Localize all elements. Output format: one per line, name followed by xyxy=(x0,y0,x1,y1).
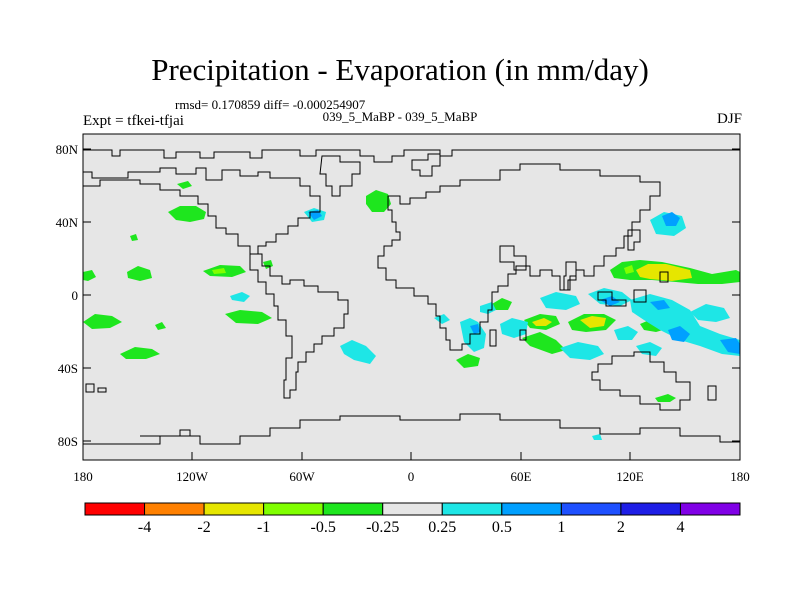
colorbar-swatch xyxy=(441,502,503,516)
experiment-label: Expt = tfkei-tfjai xyxy=(83,113,184,129)
colorbar-label: -0.25 xyxy=(366,519,399,536)
colorbar-swatch xyxy=(203,502,265,516)
colorbar-swatch xyxy=(560,502,622,516)
map-title: Precipitation - Evaporation (in mm/day) xyxy=(151,52,649,87)
colorbar-swatch xyxy=(263,502,324,516)
y-tick-label: 80N xyxy=(56,142,79,157)
y-tick-label: 0 xyxy=(72,288,79,303)
colorbar-label: 1 xyxy=(557,519,565,536)
season-label: DJF xyxy=(716,111,742,127)
y-tick-label: 40S xyxy=(58,361,78,376)
x-tick-label: 120E xyxy=(616,469,644,484)
x-tick-label: 120W xyxy=(176,469,209,484)
colorbar-label: -1 xyxy=(257,519,270,536)
axis-ticks xyxy=(83,148,740,460)
colorbar-swatch xyxy=(322,502,384,516)
x-tick-label: 180 xyxy=(73,469,93,484)
x-tick-label: 180 xyxy=(730,469,750,484)
colorbar xyxy=(84,502,741,516)
colorbar-swatch xyxy=(144,502,205,516)
light-negative-patches xyxy=(212,265,634,274)
colorbar-label: -2 xyxy=(197,519,210,536)
x-tick-label: 0 xyxy=(408,469,415,484)
colorbar-label: 4 xyxy=(676,519,684,536)
map-background xyxy=(83,134,740,460)
colorbar-labels: -4 -2 -1 -0.5 -0.25 0.25 0.5 1 2 4 xyxy=(138,519,685,536)
colorbar-swatch xyxy=(84,502,146,516)
x-tick-label: 60E xyxy=(511,469,532,484)
y-tick-label: 40N xyxy=(56,215,79,230)
y-tick-label: 80S xyxy=(58,434,78,449)
coastlines xyxy=(83,149,740,445)
colorbar-label: 2 xyxy=(617,519,625,536)
x-tick-label: 60W xyxy=(289,469,315,484)
stats-line: rmsd= 0.170859 diff= -0.000254907 xyxy=(175,97,366,112)
colorbar-swatch xyxy=(501,502,562,516)
colorbar-label: 0.25 xyxy=(428,519,456,536)
strong-positive-cores xyxy=(308,210,740,354)
colorbar-swatch xyxy=(679,502,741,516)
colorbar-label: -4 xyxy=(138,519,151,536)
colorbar-label: 0.5 xyxy=(492,519,512,536)
colorbar-swatch xyxy=(382,502,443,516)
anomaly-field xyxy=(83,181,740,440)
period-subtitle: 039_5_MaBP - 039_5_MaBP xyxy=(322,109,478,124)
colorbar-label: -0.5 xyxy=(311,519,336,536)
colorbar-swatch xyxy=(620,502,681,516)
